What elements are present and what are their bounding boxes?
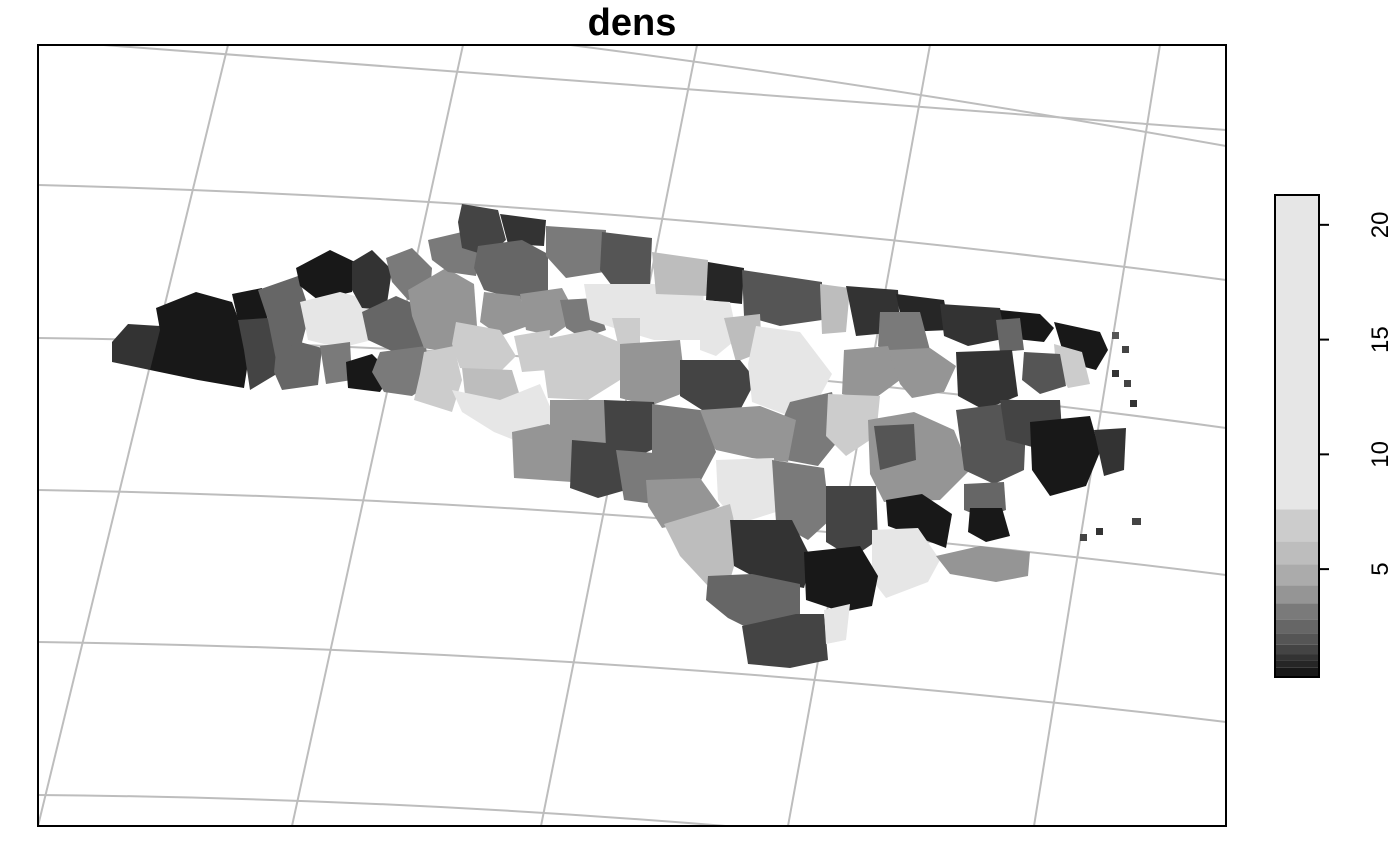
legend-band: [1275, 654, 1319, 661]
county-fragment: [1124, 380, 1131, 387]
county: [706, 262, 744, 304]
map-title: dens: [587, 2, 677, 44]
county: [748, 326, 832, 414]
county: [872, 528, 940, 598]
county-fragment: [1132, 518, 1141, 525]
county: [620, 340, 686, 406]
graticule-parallel: [38, 641, 1226, 723]
legend-tick-label: 10: [1367, 441, 1394, 468]
legend-band: [1275, 541, 1319, 565]
legend-band: [1275, 644, 1319, 655]
county: [940, 304, 1008, 346]
county: [652, 252, 708, 296]
county: [820, 284, 850, 334]
county: [1030, 416, 1100, 496]
county: [700, 406, 796, 462]
county: [372, 346, 430, 396]
legend-band: [1275, 195, 1319, 510]
county-fragment: [1122, 346, 1129, 353]
choropleth-counties: [112, 204, 1141, 668]
county: [742, 270, 822, 326]
graticule-parallel: [562, 45, 1226, 147]
county: [826, 486, 878, 558]
graticule-parallel: [89, 45, 1226, 131]
plot-frame: [37, 44, 1227, 827]
county: [886, 494, 952, 548]
county: [968, 508, 1010, 542]
county: [716, 458, 776, 524]
county: [540, 330, 624, 400]
county: [452, 322, 516, 372]
county-fragment: [1112, 370, 1119, 377]
county: [238, 318, 280, 390]
graticule-parallel: [38, 184, 1226, 281]
legend-frame: [1274, 194, 1320, 678]
county: [352, 250, 392, 310]
legend-band: [1275, 585, 1319, 604]
county: [706, 574, 800, 630]
county: [500, 214, 546, 246]
county: [680, 360, 756, 414]
county: [664, 504, 740, 586]
legend-band: [1275, 619, 1319, 634]
county: [804, 546, 878, 612]
county: [700, 300, 738, 356]
county: [112, 324, 162, 370]
county: [936, 546, 1030, 582]
legend-bands: [1275, 195, 1319, 677]
county: [570, 440, 626, 498]
county: [824, 604, 850, 644]
county-fragment: [1080, 534, 1087, 541]
legend-tick-label: 15: [1367, 326, 1394, 353]
color-legend: 5 10 15 20: [1274, 194, 1394, 678]
county: [296, 250, 355, 300]
county: [780, 392, 842, 466]
legend-band: [1275, 660, 1319, 668]
graticule-parallel: [38, 489, 1226, 576]
county: [480, 292, 528, 336]
graticule-parallel: [38, 794, 738, 826]
county: [258, 276, 310, 360]
county-fragment: [1096, 528, 1103, 535]
legend-band: [1275, 633, 1319, 645]
county: [274, 342, 322, 390]
county-fragment: [1130, 400, 1137, 407]
legend-ticks: 5 10 15 20: [1319, 211, 1394, 576]
county: [1094, 428, 1126, 476]
legend-band: [1275, 509, 1319, 542]
county: [996, 318, 1024, 352]
county: [458, 204, 506, 256]
county: [612, 318, 640, 344]
county: [320, 342, 352, 384]
county: [512, 424, 576, 482]
county: [826, 394, 880, 456]
county: [1022, 352, 1066, 394]
county: [300, 292, 372, 348]
county: [546, 226, 606, 278]
county: [150, 292, 250, 388]
legend-band: [1275, 603, 1319, 620]
county: [730, 520, 812, 588]
legend-band: [1275, 564, 1319, 586]
legend-tick-label: 5: [1367, 562, 1394, 575]
county: [842, 346, 900, 402]
county: [956, 350, 1018, 410]
county: [874, 424, 916, 470]
legend-tick-label: 20: [1367, 211, 1394, 238]
county: [888, 348, 956, 398]
county-fragment: [1112, 332, 1119, 339]
county: [414, 346, 462, 412]
graticule-meridian: [38, 45, 229, 826]
graticule-meridian: [291, 45, 464, 826]
county: [474, 240, 548, 300]
county: [742, 614, 828, 668]
county: [600, 232, 652, 286]
legend-band: [1275, 667, 1319, 677]
